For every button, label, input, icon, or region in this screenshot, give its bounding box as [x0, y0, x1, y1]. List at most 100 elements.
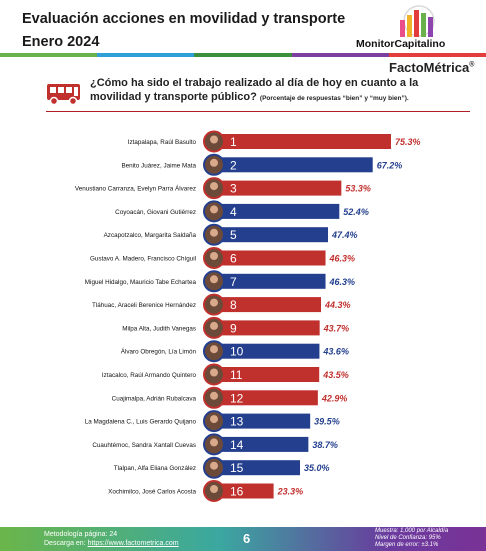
- bar: [221, 273, 326, 289]
- avatar-face: [210, 252, 218, 260]
- rank-label: 16: [230, 485, 244, 499]
- value-label: 67.2%: [377, 160, 403, 170]
- value-label: 43.7%: [323, 323, 350, 333]
- avatar-face: [210, 368, 218, 377]
- category-label: Xochimilco, José Carlos Acosta: [108, 489, 196, 496]
- value-label: 52.4%: [343, 207, 369, 217]
- bus-icon: [47, 84, 80, 106]
- avatar-face: [210, 135, 218, 144]
- descarga-label: Descarga en:: [44, 540, 88, 547]
- value-label: 42.9%: [321, 393, 348, 403]
- avatar-face: [210, 205, 218, 214]
- bar: [221, 483, 274, 499]
- bar: [221, 157, 373, 173]
- rank-label: 4: [230, 205, 237, 219]
- category-label: Cuajimalpa, Adrián Rubalcava: [112, 395, 197, 402]
- avatar-face: [210, 182, 218, 191]
- bar: [221, 297, 322, 313]
- bar: [221, 390, 318, 406]
- bar: [221, 134, 391, 149]
- value-label: 38.7%: [312, 440, 338, 450]
- value-label: 39.5%: [314, 417, 340, 427]
- bar: [221, 203, 340, 219]
- question-underline: [46, 111, 470, 112]
- metodologia-text: Metodología página: 24: [44, 531, 118, 538]
- rank-label: 8: [230, 298, 237, 312]
- descarga-link[interactable]: https://www.factometrica.com: [87, 540, 179, 547]
- rank-label: 11: [230, 368, 243, 382]
- value-label: 47.4%: [331, 230, 358, 240]
- muestra-text: Muestra: 1,000 por Alcaldía: [375, 528, 449, 534]
- category-label: Cuauhtémoc, Sandra Xantall Cuevas: [92, 442, 196, 449]
- rank-label: 6: [230, 252, 237, 266]
- bar: [221, 367, 320, 382]
- rank-label: 9: [230, 321, 237, 335]
- value-label: 23.3%: [277, 487, 304, 497]
- avatar-face: [210, 345, 218, 354]
- bar: [221, 413, 311, 429]
- rank-label: 1: [230, 135, 237, 149]
- page-number: 6: [243, 531, 251, 546]
- avatar-face: [210, 415, 218, 424]
- category-label: Tláhuac, Araceli Berenice Hernández: [92, 302, 196, 309]
- avatar-face: [210, 391, 218, 400]
- registered-mark: ®: [469, 61, 475, 69]
- rank-label: 7: [230, 275, 237, 289]
- category-label: Álvaro Obregón, Lía Limón: [121, 347, 197, 356]
- category-label: Milpa Alta, Judith Vanegas: [122, 325, 196, 332]
- category-label: Iztapalapa, Raúl Basulto: [128, 139, 197, 146]
- category-label: Iztacalco, Raúl Armando Quintero: [102, 372, 197, 379]
- survey-question: ¿Cómo ha sido el trabajo realizado al dí…: [90, 77, 470, 105]
- rank-label: 13: [230, 415, 244, 429]
- avatar-face: [210, 158, 218, 167]
- avatar-face: [210, 228, 218, 237]
- page-title: Evaluación acciones en movilidad y trans…: [22, 8, 345, 54]
- bar: [221, 320, 320, 336]
- title-line-1: Evaluación acciones en movilidad y trans…: [22, 11, 346, 27]
- value-label: 35.0%: [304, 463, 330, 473]
- value-label: 43.5%: [322, 370, 349, 380]
- value-label: 46.3%: [329, 277, 356, 287]
- value-label: 46.3%: [329, 254, 356, 264]
- category-label: Azcapotzalco, Margarita Saldaña: [104, 232, 197, 239]
- confianza-text: Nivel de Confianza: 95%: [375, 535, 441, 541]
- avatar-face: [210, 485, 218, 493]
- rank-label: 15: [230, 461, 244, 475]
- avatar-face: [210, 461, 218, 470]
- category-label: Benito Juárez, Jaime Mata: [121, 162, 196, 169]
- rank-label: 2: [230, 158, 237, 172]
- category-label: Tlalpan, Alfa Eliana González: [114, 465, 196, 472]
- avatar-face: [210, 275, 218, 284]
- monitor-capitalino-logo: [400, 5, 435, 37]
- category-label: Miguel Hidalgo, Mauricio Tabe Echartea: [85, 279, 197, 286]
- category-label: Venustiano Carranza, Evelyn Parra Álvare…: [75, 184, 196, 193]
- bar: [221, 460, 301, 476]
- footer-left: Metodología página: 24 Descarga en: http…: [44, 530, 179, 548]
- value-label: 43.6%: [322, 347, 349, 357]
- color-divider: [0, 53, 486, 57]
- rank-label: 12: [230, 391, 244, 405]
- avatar-face: [210, 321, 218, 330]
- bar: [221, 436, 309, 452]
- value-label: 53.3%: [345, 184, 371, 194]
- factometrica-name: FactoMétrica: [389, 60, 470, 75]
- error-text: Margen de error: ±3.1%: [375, 542, 439, 548]
- rank-label: 5: [230, 228, 237, 242]
- question-text: ¿Cómo ha sido el trabajo realizado al dí…: [90, 77, 419, 103]
- bar: [221, 227, 329, 243]
- footer-methodology: Muestra: 1,000 por Alcaldía Nivel de Con…: [375, 528, 448, 549]
- bar: [221, 343, 320, 359]
- title-line-2: Enero 2024: [22, 34, 100, 50]
- footer-bar: [0, 527, 486, 551]
- avatar-face: [210, 438, 218, 447]
- avatar-face: [210, 298, 218, 307]
- brand-name: MonitorCapitalino: [356, 38, 446, 50]
- rank-label: 3: [230, 182, 237, 196]
- factometrica-logo: FactoMétrica®: [389, 60, 474, 75]
- bar: [221, 250, 326, 266]
- rank-label: 10: [230, 345, 244, 359]
- category-label: Gustavo A. Madero, Francisco Chíguil: [90, 256, 196, 263]
- question-note: (Porcentaje de respuestas “bien” y “muy …: [259, 94, 409, 102]
- value-label: 75.3%: [395, 137, 421, 147]
